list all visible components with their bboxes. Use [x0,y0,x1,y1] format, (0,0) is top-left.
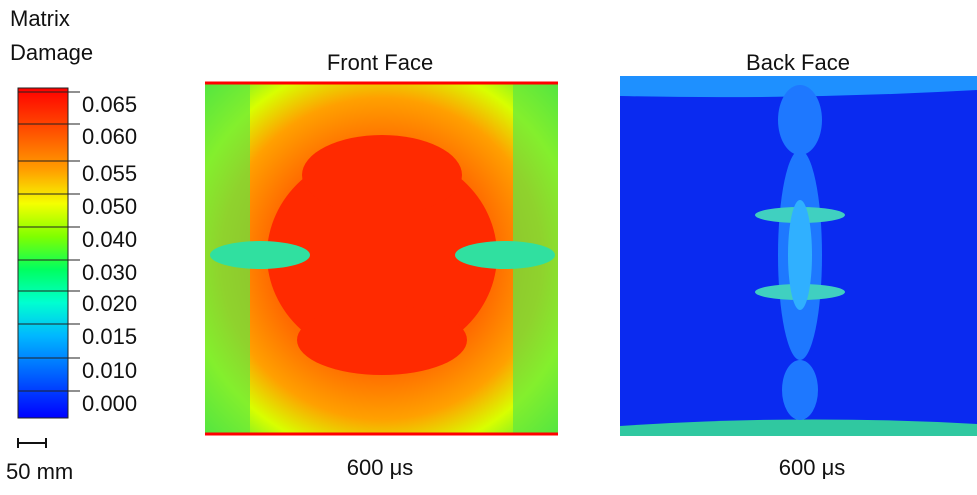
colorbar-label: 0.030 [82,260,137,285]
legend-title: Damage [10,40,93,65]
colorbar-label: 0.060 [82,124,137,149]
colorbar-label: 0.055 [82,161,137,186]
panel-title: Back Face [746,50,850,75]
scale-label: 50 mm [6,459,73,484]
colorbar-label: 0.065 [82,92,137,117]
colorbar-label: 0.040 [82,227,137,252]
panel-caption: 600 μs [779,455,846,480]
front-field [205,81,558,436]
legend-title: Matrix [10,6,70,31]
colorbar-label: 0.010 [82,358,137,383]
panel-title: Front Face [327,50,433,75]
colorbar-ticks: 0.065 0.060 0.055 0.050 0.040 0.030 0.020 0.015… [18,91,137,416]
colorbar [17,87,69,419]
back-field [620,76,977,436]
colorbar-label: 0.050 [82,194,137,219]
colorbar-label: 0.020 [82,291,137,316]
panel-caption: 600 μs [347,455,414,480]
colorbar-label: 0.000 [82,391,137,416]
colorbar-label: 0.015 [82,324,137,349]
